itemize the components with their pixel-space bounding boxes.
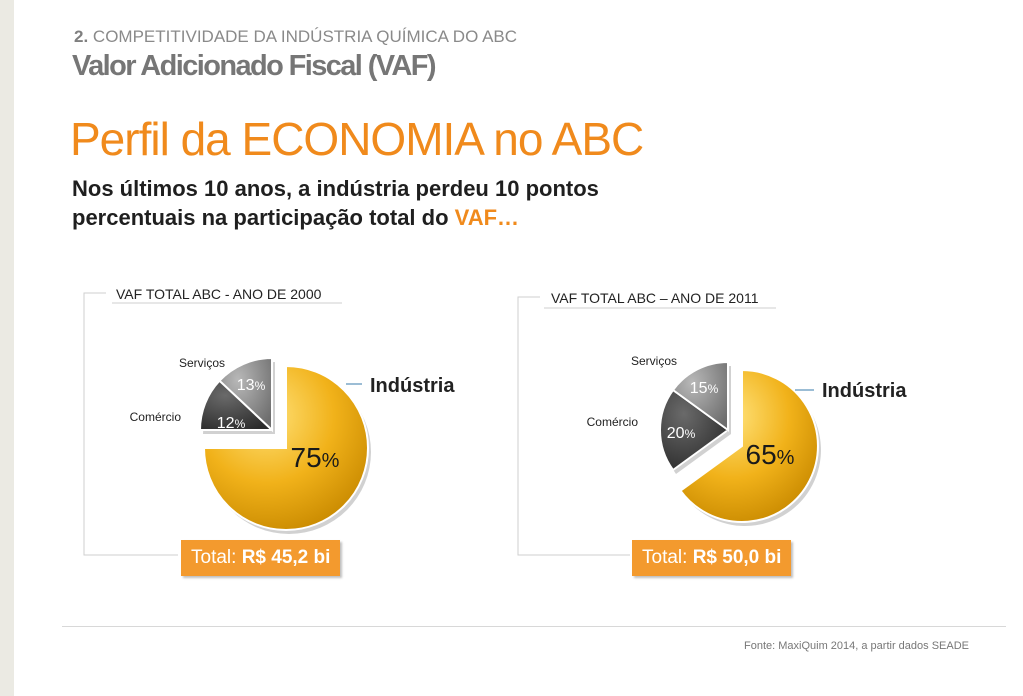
section-heading: 2. COMPETITIVIDADE DA INDÚSTRIA QUÍMICA … xyxy=(74,27,517,47)
pie-2011: 65% Indústria 20% Comércio 15% Serviços xyxy=(587,354,907,526)
section-number: 2. xyxy=(74,27,89,46)
category-label-1-2000: Comércio xyxy=(130,410,182,424)
category-label-2-2000: Serviços xyxy=(179,356,225,370)
lead-line-1: Nos últimos 10 anos, a indústria perdeu … xyxy=(72,176,599,201)
source-note: Fonte: MaxiQuim 2014, a partir dados SEA… xyxy=(744,640,969,652)
total-box-2000: Total: R$ 45,2 bi xyxy=(181,540,341,576)
total-label-2011: Total: xyxy=(642,547,693,568)
slice-comercio-2011 xyxy=(659,388,730,472)
value-label-2-2000: 13% xyxy=(237,377,266,394)
chart-title-2011: VAF TOTAL ABC – ANO DE 2011 xyxy=(551,290,759,306)
slice-industria-2000 xyxy=(202,364,369,531)
slide-subtitle: Valor Adicionado Fiscal (VAF) xyxy=(72,50,436,82)
category-label-2-2011: Serviços xyxy=(631,354,677,368)
value-label-1-2000: 12% xyxy=(217,415,246,432)
lead-text: Nos últimos 10 anos, a indústria perdeu … xyxy=(72,174,599,232)
chart-frame-2011 xyxy=(517,296,776,556)
total-label-2000: Total: xyxy=(191,547,242,568)
total-value-2011: R$ 50,0 bi xyxy=(692,547,782,568)
chart-frame-2000 xyxy=(83,292,342,556)
footer-divider xyxy=(62,626,1006,627)
chart-title-2000: VAF TOTAL ABC - ANO DE 2000 xyxy=(116,286,322,302)
lead-highlight: VAF… xyxy=(454,205,520,230)
lead-line-2: percentuais na participação total do xyxy=(72,205,455,230)
slice-servicos-2011 xyxy=(671,360,729,432)
value-label-2-2011: 15% xyxy=(690,380,719,397)
value-label-1-2011: 20% xyxy=(667,425,696,442)
slide-title: Perfil da ECONOMIA no ABC xyxy=(70,113,644,165)
value-label-0-2011: 65% xyxy=(746,439,795,470)
total-value-2000: R$ 45,2 bi xyxy=(241,547,331,568)
value-label-0-2000: 75% xyxy=(291,442,340,473)
left-decorative-bar xyxy=(0,0,14,696)
category-label-0-2011: Indústria xyxy=(822,380,907,402)
category-label-0-2000: Indústria xyxy=(370,375,455,397)
slice-industria-2011 xyxy=(679,368,819,523)
category-label-1-2011: Comércio xyxy=(587,415,639,429)
pie-2000: 75% Indústria 12% Comércio 13% Serviços xyxy=(130,356,455,534)
section-title: COMPETITIVIDADE DA INDÚSTRIA QUÍMICA DO … xyxy=(92,27,518,46)
total-box-2011: Total: R$ 50,0 bi xyxy=(632,540,792,576)
slice-servicos-2000 xyxy=(218,356,273,433)
